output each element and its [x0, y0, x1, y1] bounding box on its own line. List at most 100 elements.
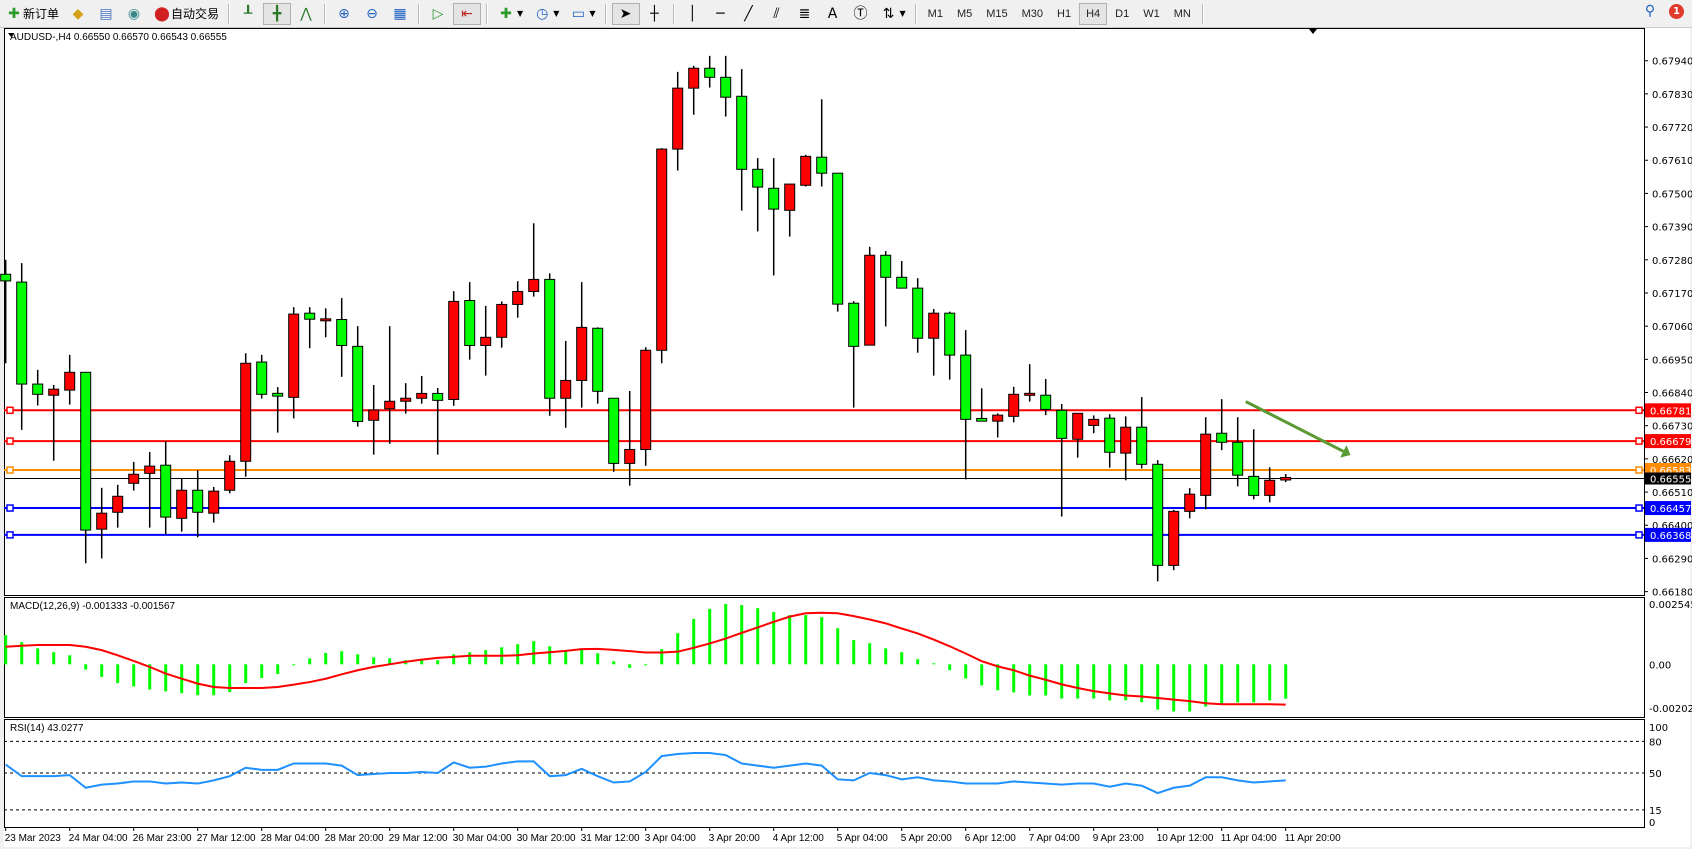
text-button[interactable]: A	[820, 3, 846, 25]
candle	[912, 278, 924, 353]
candle	[1088, 415, 1100, 434]
candle-body	[944, 312, 956, 356]
search-icon[interactable]: ⚲	[1644, 3, 1656, 19]
macd-axis-label: 0.002545	[1649, 600, 1692, 611]
candle-body	[160, 464, 172, 518]
vertical-line-button[interactable]: │	[680, 3, 706, 25]
macd-histogram-bar	[356, 654, 360, 665]
cursor-icon: ➤	[619, 5, 632, 22]
market-watch-button[interactable]: ◆	[65, 3, 91, 25]
macd-histogram-bar	[980, 664, 984, 686]
trendline-button[interactable]: ╱	[736, 3, 762, 25]
candle-body	[560, 379, 572, 399]
candlestick-button[interactable]: ╋	[263, 2, 292, 25]
rsi-axis-label: 50	[1649, 769, 1662, 780]
level-price-label: 0.66781	[1650, 406, 1691, 417]
zoom-out-button[interactable]: ⊖	[359, 3, 385, 25]
crosshair-button[interactable]: ┼	[642, 3, 668, 25]
price-axis-label: 0.66290	[1652, 554, 1692, 565]
macd-axis-label: 0.00	[1649, 660, 1671, 671]
level-handle[interactable]	[1635, 531, 1643, 539]
macd-histogram-bar	[628, 664, 632, 668]
candle-body	[864, 254, 876, 346]
chart-shift-button[interactable]: ⇤	[453, 2, 482, 25]
macd-histogram-bar	[1076, 664, 1080, 699]
timeframe-m15[interactable]: M15	[986, 7, 1008, 20]
price-axis-label: 0.66730	[1652, 422, 1692, 433]
level-price-label: 0.66679	[1650, 437, 1691, 448]
tile-windows-button[interactable]: ▦	[387, 3, 413, 25]
trend-arrow-head-icon[interactable]	[1340, 445, 1351, 458]
candle-body	[320, 318, 332, 322]
periods-button[interactable]: ◷ ▼	[529, 3, 563, 25]
timeframe-d1[interactable]: D1	[1115, 7, 1130, 20]
timeframe-m30[interactable]: M30	[1021, 7, 1044, 20]
macd-histogram-bar	[1188, 664, 1192, 712]
candle	[592, 327, 604, 404]
candle	[928, 308, 940, 376]
separator	[228, 3, 231, 24]
horizontal-line-button[interactable]: ─	[708, 3, 734, 25]
macd-histogram-bar	[452, 654, 456, 665]
macd-histogram-bar	[644, 664, 648, 666]
macd-histogram-bar	[916, 659, 920, 665]
navigator-button[interactable]: ▤	[93, 3, 119, 25]
navigator-icon: ▤	[99, 5, 113, 22]
level-handle[interactable]	[1635, 406, 1643, 415]
candle-body	[464, 300, 476, 346]
timeframe-m5[interactable]: M5	[956, 7, 973, 20]
main-panel-frame	[4, 28, 1645, 596]
templates-button[interactable]: ▭ ▼	[565, 3, 599, 25]
level-handle[interactable]	[1635, 504, 1643, 512]
time-axis-label: 9 Apr 23:00	[1093, 833, 1145, 844]
text-label-button[interactable]: Ⓣ	[848, 3, 874, 25]
auto-trading-button[interactable]: ⬤ 自动交易	[149, 3, 223, 25]
candle	[192, 470, 204, 538]
arrows-button[interactable]: ⇅ ▼	[876, 3, 910, 25]
candle	[272, 387, 284, 433]
level-handle[interactable]	[6, 466, 14, 474]
separator	[672, 3, 675, 24]
chart-menu-triangle-icon[interactable]	[8, 33, 14, 37]
level-handle[interactable]	[1635, 437, 1643, 445]
candle	[304, 307, 316, 349]
notification-badge[interactable]: 1	[1669, 3, 1684, 19]
channel-button[interactable]: ⫽	[764, 3, 790, 25]
indicators-button[interactable]: ✚ ▼	[493, 3, 527, 25]
zoom-in-button[interactable]: ⊕	[331, 3, 357, 25]
macd-histogram-bar	[1012, 664, 1016, 693]
new-order-button[interactable]: ✚ 新订单	[1, 3, 63, 25]
level-handle[interactable]	[6, 406, 14, 415]
timeframe-m1[interactable]: M1	[927, 7, 943, 20]
trend-arrow-line[interactable]	[1245, 400, 1344, 453]
timeframe-h1[interactable]: H1	[1057, 7, 1072, 20]
macd-histogram-bar	[1060, 664, 1064, 699]
time-axis-label: 31 Mar 12:00	[581, 833, 640, 844]
timeframe-w1[interactable]: W1	[1143, 7, 1160, 20]
time-axis-label: 4 Apr 12:00	[773, 833, 825, 844]
macd-histogram-bar	[884, 648, 888, 665]
candle-body	[896, 276, 908, 289]
timeframe-mn[interactable]: MN	[1173, 7, 1191, 20]
time-axis-label: 3 Apr 04:00	[645, 833, 697, 844]
auto-scroll-button[interactable]: ▷	[425, 3, 451, 25]
timeframe-h4[interactable]: H4	[1079, 2, 1108, 25]
time-axis-label: 11 Apr 04:00	[1221, 833, 1277, 844]
fibonacci-button[interactable]: ≣	[792, 3, 818, 25]
candle-body	[80, 371, 92, 531]
signals-button[interactable]: ◉	[121, 3, 147, 25]
level-handle[interactable]	[1635, 466, 1643, 474]
macd-histogram-bar	[36, 648, 40, 665]
bar-chart-button[interactable]: ┸	[235, 3, 261, 25]
macd-histogram-bar	[708, 608, 712, 665]
level-handle[interactable]	[6, 504, 14, 512]
level-handle[interactable]	[6, 437, 14, 445]
price-axis-label: 0.67610	[1652, 156, 1692, 167]
line-chart-button[interactable]: ⋀	[293, 3, 319, 25]
chart-shift-marker-icon[interactable]	[1309, 29, 1317, 34]
macd-histogram-bar	[580, 649, 584, 665]
cursor-button[interactable]: ➤	[611, 2, 640, 25]
level-handle[interactable]	[6, 531, 14, 539]
dropdown-arrow-icon: ▼	[517, 9, 524, 18]
